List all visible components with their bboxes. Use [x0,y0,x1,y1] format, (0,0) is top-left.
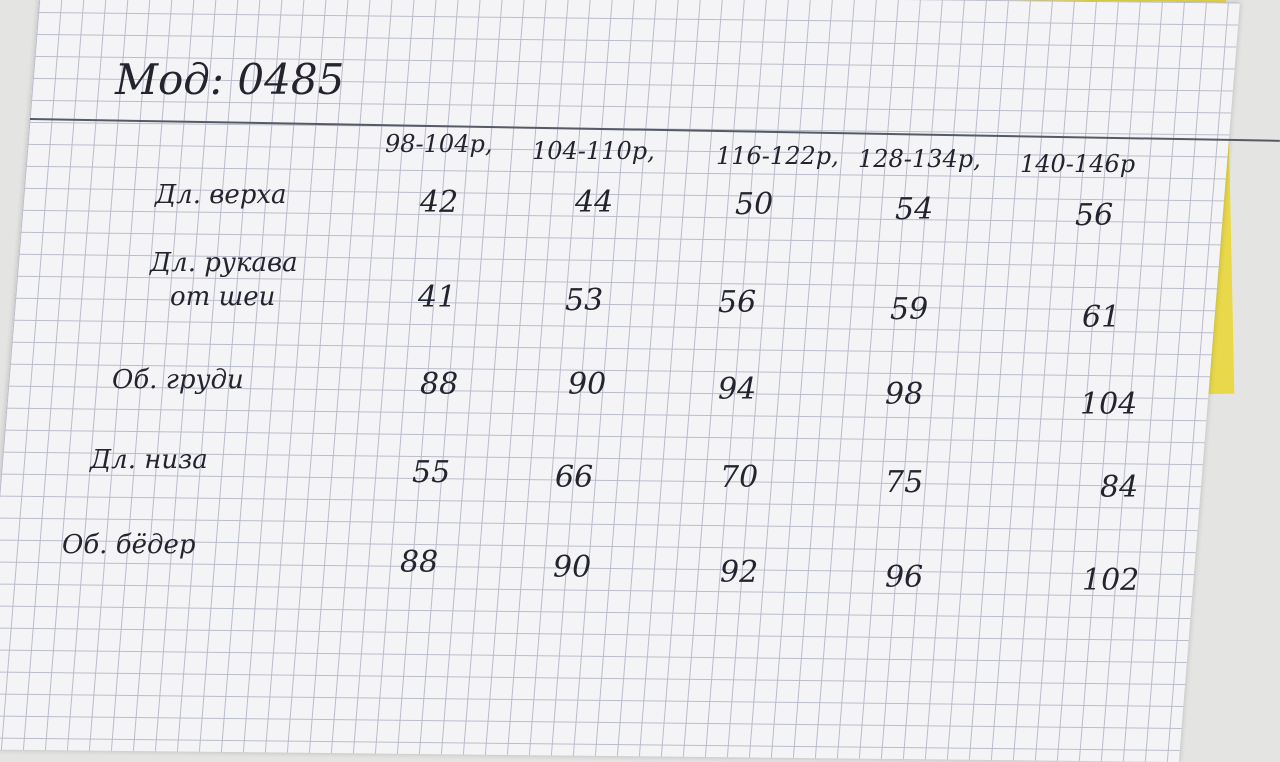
cell-value: 44 [575,185,614,220]
row-label: Об. груди [112,365,244,395]
model-title: Мод: 0485 [115,55,345,104]
cell-value: 84 [1100,470,1139,505]
cell-value: 94 [718,372,757,407]
cell-value: 59 [890,292,929,327]
cell-value: 90 [553,550,592,585]
cell-value: 104 [1080,387,1138,422]
cell-value: 88 [400,545,439,580]
cell-value: 102 [1082,563,1140,598]
size-header: 128-134р, [858,145,981,173]
cell-value: 41 [418,280,457,315]
size-header: 116-122р, [716,142,839,170]
cell-value: 70 [720,460,759,495]
cell-value: 98 [885,377,924,412]
cell-value: 56 [718,285,757,320]
row-label: Об. бёдер [62,530,196,560]
cell-value: 54 [895,192,934,227]
cell-value: 55 [412,455,451,490]
cell-value: 88 [420,367,459,402]
cell-value: 42 [420,185,459,220]
size-header: 104-110р, [532,137,655,165]
cell-value: 92 [720,555,759,590]
cell-value: 90 [568,367,607,402]
cell-value: 96 [885,560,924,595]
size-header: 140-146р [1020,150,1136,178]
cell-value: 53 [565,283,604,318]
row-label-line2: от шеи [170,282,276,312]
cell-value: 66 [555,460,594,495]
row-label: Дл. низа [90,445,208,475]
cell-value: 56 [1075,198,1114,233]
row-label: Дл. рукава [150,248,298,278]
size-header: 98-104р, [385,130,493,158]
row-label: Дл. верха [155,180,287,210]
cell-value: 61 [1082,300,1121,335]
cell-value: 75 [885,465,924,500]
cell-value: 50 [735,187,774,222]
